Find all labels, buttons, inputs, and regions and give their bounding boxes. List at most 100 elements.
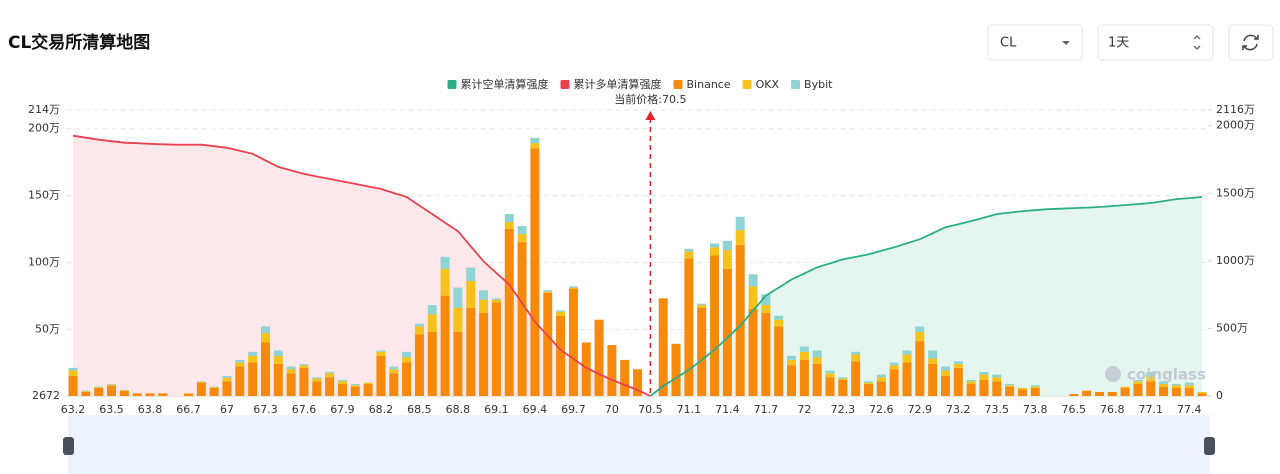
slider-handle[interactable] [1204, 437, 1215, 455]
x-tick-label: 67.6 [292, 403, 317, 416]
refresh-icon[interactable] [1242, 34, 1259, 51]
x-tick-label: 76.5 [1062, 403, 1087, 416]
button-box[interactable] [1228, 24, 1274, 61]
x-tick-label: 73.8 [1023, 403, 1048, 416]
bar-segment [710, 243, 720, 248]
bar-segment [799, 346, 809, 352]
x-tick-label: 67 [220, 403, 234, 416]
interval-select[interactable]: 1天 [1097, 24, 1214, 61]
bar-segment [466, 267, 476, 281]
bar-segment [402, 357, 412, 363]
y2-tick-label: 1000万 [1216, 254, 1255, 267]
bar-segment [748, 286, 758, 310]
bar-segment [1030, 385, 1040, 387]
bar-segment [312, 378, 322, 382]
bar-segment [286, 369, 296, 374]
bar-segment [761, 313, 771, 396]
bar-segment [1197, 393, 1207, 396]
select-value[interactable]: 1天 [1108, 36, 1129, 51]
bar-segment [466, 280, 476, 308]
bar-segment [273, 355, 283, 364]
select-box[interactable] [1097, 24, 1214, 61]
bar-segment [735, 216, 745, 231]
bar-segment [235, 362, 245, 367]
area [650, 197, 1203, 396]
bar-segment [812, 350, 822, 358]
bar-segment [633, 369, 643, 396]
bar-segment [325, 371, 335, 374]
bar-segment [543, 290, 553, 292]
bar-segment [389, 373, 399, 396]
x-tick-label: 72.3 [831, 403, 856, 416]
bar-segment [748, 309, 758, 396]
bar-segment [132, 393, 142, 396]
bar-segment [1184, 387, 1194, 396]
range-slider[interactable] [68, 415, 1210, 474]
bar-segment [992, 381, 1002, 396]
legend-swatch [791, 80, 801, 89]
bar-segment [620, 359, 630, 396]
bar-segment [248, 362, 258, 396]
stepper[interactable] [1193, 35, 1201, 50]
bar-segment [491, 302, 501, 396]
y2-tick-label: 2116万 [1216, 103, 1255, 116]
bar-segment [1184, 382, 1194, 386]
page-title: CL交易所清算地图 [8, 32, 150, 53]
legend-label: OKX [756, 78, 780, 91]
bar-segment [838, 378, 848, 380]
x-tick-label: 73.2 [946, 403, 971, 416]
bar-segment [479, 313, 489, 396]
bar-segment [1005, 386, 1015, 396]
bar-segment [235, 359, 245, 363]
bar-segment [414, 323, 424, 327]
bar-segment [325, 377, 335, 396]
x-tick-label: 76.8 [1100, 403, 1125, 416]
x-tick-label: 69.7 [561, 403, 586, 416]
bar-segment [812, 363, 822, 396]
legend-label: 累计空单清算强度 [461, 77, 549, 91]
y-tick-label: 50万 [35, 322, 60, 335]
bar-segment [889, 365, 899, 370]
plot: 2672 50万 100万 150万 200万 214万 0 500万 1000万 1500万 20… [28, 77, 1255, 416]
bar-segment [902, 354, 912, 363]
x-tick-label: 67.9 [330, 403, 355, 416]
bar-segment [915, 331, 925, 342]
bar-segment [68, 370, 78, 376]
select-box[interactable] [987, 24, 1083, 61]
bar-segment [427, 331, 437, 396]
bar-segment [517, 242, 527, 396]
x-tick-label: 72.9 [908, 403, 933, 416]
bar-segment [350, 383, 360, 386]
bar-segment [389, 366, 399, 370]
y2-tick-label: 0 [1216, 389, 1223, 402]
bar-segment [479, 299, 489, 314]
bar-segment [414, 326, 424, 335]
bar-segment [1133, 381, 1143, 384]
watermark: coinglass [1127, 366, 1206, 384]
bar-segment [299, 363, 309, 366]
bar-segment [81, 391, 91, 392]
bar-segment [761, 305, 771, 314]
refresh-button[interactable] [1228, 24, 1274, 61]
bar-segment [337, 383, 347, 396]
bar-segment [260, 333, 270, 343]
legend-label: 累计多单清算强度 [574, 77, 662, 91]
bar-segment [68, 375, 78, 396]
bar-segment [671, 343, 681, 396]
bar-segment [774, 319, 784, 327]
bar-segment [273, 363, 283, 396]
bar-segment [107, 383, 117, 385]
slider-handle[interactable] [63, 437, 74, 455]
select-value[interactable]: CL [1000, 36, 1017, 51]
symbol-select[interactable]: CL [987, 24, 1083, 61]
bar-segment [825, 373, 835, 378]
bar-segment [556, 315, 566, 396]
bar-segment [838, 379, 848, 396]
bar-segment [1005, 385, 1015, 387]
chevron[interactable] [1062, 41, 1070, 45]
bar-segment [684, 258, 694, 396]
bar-segment [209, 387, 219, 396]
y-tick-label: 150万 [28, 189, 60, 202]
bar-segment [402, 351, 412, 358]
bar-segment [735, 230, 745, 245]
